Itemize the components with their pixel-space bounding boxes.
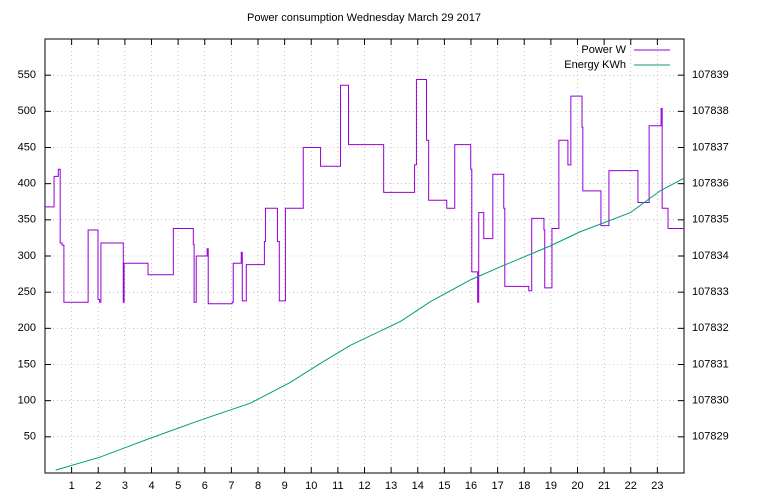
x-tick-label: 21 — [598, 480, 610, 492]
y2-tick-label: 107839 — [692, 69, 729, 81]
y2-tick-label: 107835 — [692, 214, 729, 226]
chart-title: Power consumption Wednesday March 29 201… — [247, 12, 481, 24]
x-tick-label: 5 — [175, 480, 181, 492]
x-tick-label: 1 — [69, 480, 75, 492]
x-tick-label: 9 — [282, 480, 288, 492]
x-tick-label: 22 — [625, 480, 637, 492]
y-tick-label: 350 — [18, 214, 36, 226]
y-tick-label: 450 — [18, 141, 36, 153]
y2-tick-label: 107832 — [692, 322, 729, 334]
y2-tick-label: 107829 — [692, 431, 729, 443]
y-tick-label: 400 — [18, 178, 36, 190]
y2-tick-label: 107838 — [692, 105, 729, 117]
x-tick-label: 20 — [571, 480, 583, 492]
x-tick-label: 16 — [465, 480, 477, 492]
x-tick-label: 18 — [518, 480, 530, 492]
plot-frame — [44, 38, 685, 474]
x-tick-label: 7 — [228, 480, 234, 492]
x-tick-label: 2 — [95, 480, 101, 492]
y2-tick-label: 107834 — [692, 250, 729, 262]
x-tick-label: 6 — [202, 480, 208, 492]
y-tick-label: 500 — [18, 105, 36, 117]
x-tick-label: 3 — [122, 480, 128, 492]
x-tick-label: 12 — [358, 480, 370, 492]
y-tick-label: 250 — [18, 286, 36, 298]
x-tick-label: 19 — [545, 480, 557, 492]
x-tick-label: 10 — [305, 480, 317, 492]
y-tick-label: 200 — [18, 322, 36, 334]
y-tick-label: 100 — [18, 395, 36, 407]
series-line — [55, 177, 685, 471]
y2-tick-label: 107833 — [692, 286, 729, 298]
legend-label: Energy KWh — [564, 59, 626, 71]
y2-tick-label: 107836 — [692, 178, 729, 190]
x-tick-label: 23 — [651, 480, 663, 492]
x-tick-label: 4 — [148, 480, 154, 492]
y2-tick-label: 107830 — [692, 395, 729, 407]
y-tick-label: 300 — [18, 250, 36, 262]
x-tick-label: 11 — [332, 480, 343, 492]
series-line — [45, 79, 684, 305]
x-tick-label: 8 — [255, 480, 261, 492]
y-tick-label: 550 — [18, 69, 36, 81]
x-tick-label: 15 — [438, 480, 450, 492]
y-tick-label: 150 — [18, 358, 36, 370]
x-tick-label: 17 — [492, 480, 504, 492]
legend-label: Power W — [581, 44, 626, 56]
y-tick-label: 50 — [24, 431, 36, 443]
x-tick-label: 14 — [412, 480, 424, 492]
y2-tick-label: 107837 — [692, 141, 729, 153]
x-tick-label: 13 — [385, 480, 397, 492]
y2-tick-label: 107831 — [692, 358, 729, 370]
